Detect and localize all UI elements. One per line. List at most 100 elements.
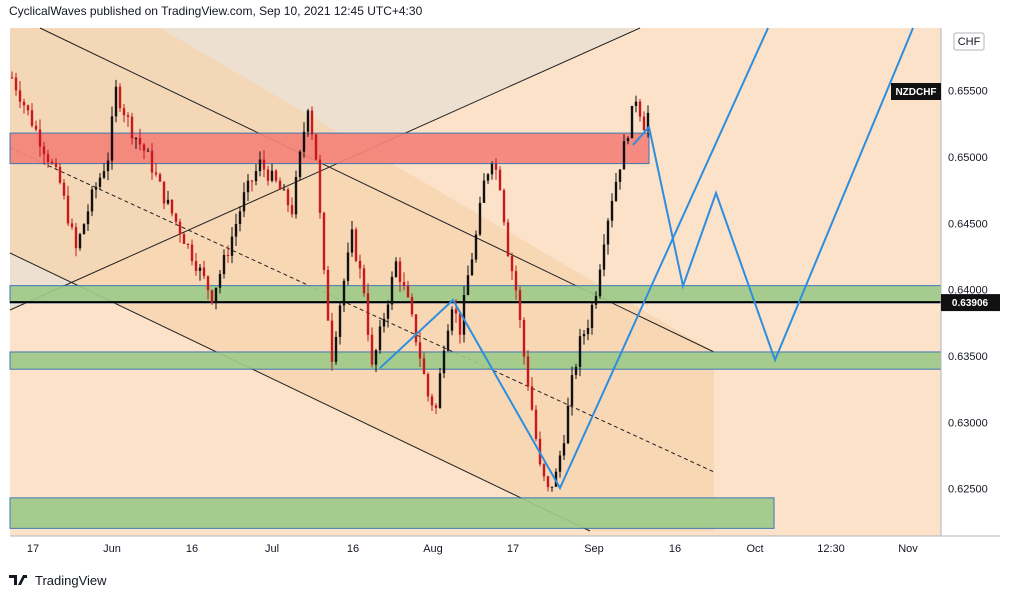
tradingview-logo-icon <box>9 575 27 585</box>
candle-body <box>182 234 186 245</box>
candle <box>130 112 134 145</box>
candle <box>310 106 314 140</box>
candle <box>274 168 278 183</box>
candle <box>462 286 466 343</box>
y-tick-label: 0.62500 <box>948 484 988 496</box>
x-tick-label: 16 <box>669 543 681 555</box>
candle <box>610 193 614 228</box>
candle <box>190 239 194 266</box>
candle <box>250 179 254 192</box>
candle-body <box>150 150 154 173</box>
candle-body <box>362 268 366 294</box>
candle <box>182 232 186 245</box>
candle-body <box>118 86 122 109</box>
candle-body <box>114 86 118 117</box>
candle <box>546 475 550 492</box>
candle-body <box>106 160 110 172</box>
candle-body <box>490 164 494 175</box>
candle <box>270 163 274 183</box>
candle-body <box>594 296 598 305</box>
svg-text:0.63906: 0.63906 <box>952 298 989 309</box>
candle <box>106 152 110 181</box>
candle-body <box>294 177 298 215</box>
candle-body <box>54 163 58 167</box>
candle-body <box>318 159 322 213</box>
candle <box>218 270 222 294</box>
candle <box>618 169 622 190</box>
candle-body <box>34 125 38 130</box>
tradingview-brand[interactable]: TradingView <box>9 570 107 590</box>
candle-body <box>82 224 86 235</box>
candle-body <box>422 358 426 375</box>
candle <box>374 348 378 373</box>
candle-body <box>530 386 534 410</box>
candle <box>98 173 102 190</box>
candle <box>578 328 582 377</box>
candle <box>438 368 442 409</box>
candle <box>354 227 358 263</box>
candle-body <box>578 336 582 367</box>
time-axis[interactable]: 17 Jun 16 Jul 16 Aug 17 Sep 16 Oct 12:30 Nov <box>27 543 918 555</box>
candle-layer <box>10 71 650 492</box>
candle <box>78 232 82 251</box>
candle-body <box>470 259 474 276</box>
candle-body <box>558 455 562 472</box>
candle <box>382 312 386 333</box>
price-axis[interactable]: 0.65500 0.65000 0.64500 0.64000 0.63500 0.630… <box>948 86 988 496</box>
candle-body <box>394 261 398 277</box>
candle-body <box>314 134 318 160</box>
candle <box>306 108 310 137</box>
projection-layer <box>379 27 914 491</box>
candle-body <box>590 304 594 329</box>
candle-body <box>582 334 586 337</box>
candle <box>194 253 198 276</box>
candle <box>502 188 506 226</box>
candle-body <box>550 486 554 488</box>
candle <box>66 185 70 226</box>
candle-body <box>174 213 178 222</box>
last-price-badge: 0.63906 <box>941 294 1000 312</box>
zone-resistance <box>9 132 650 165</box>
candle <box>34 120 38 132</box>
candle <box>454 299 458 323</box>
candle-body <box>98 177 102 187</box>
candle-body <box>434 405 438 408</box>
candle-body <box>46 154 50 162</box>
candle-body <box>86 211 90 225</box>
candle-body <box>158 174 162 182</box>
candle <box>426 372 430 402</box>
candle-body <box>262 159 266 170</box>
candle-body <box>186 244 190 246</box>
candle <box>18 80 22 109</box>
y-tick-label: 0.64500 <box>948 218 988 230</box>
candle <box>138 128 142 151</box>
candle-body <box>570 375 574 406</box>
candle <box>594 291 598 309</box>
candle-body <box>238 211 242 224</box>
candle-body <box>566 405 570 444</box>
candle <box>350 220 354 257</box>
candle <box>258 151 262 177</box>
candle <box>162 181 166 210</box>
candle <box>146 147 150 152</box>
candle-body <box>154 172 158 175</box>
candle <box>118 83 122 112</box>
candle-body <box>562 443 566 456</box>
candle <box>486 173 490 185</box>
candle <box>102 163 106 180</box>
candle <box>318 154 322 219</box>
candle <box>254 164 258 186</box>
candle <box>606 218 610 255</box>
candle <box>58 163 62 185</box>
candle-body <box>254 171 258 182</box>
candle <box>134 137 138 149</box>
candle-body <box>450 309 454 331</box>
candle <box>642 111 646 131</box>
x-tick-label: Jul <box>265 543 279 555</box>
candle-body <box>438 373 442 408</box>
x-tick-label: Sep <box>584 543 604 555</box>
candle <box>30 103 34 128</box>
candle <box>566 397 570 445</box>
candle <box>198 263 202 281</box>
